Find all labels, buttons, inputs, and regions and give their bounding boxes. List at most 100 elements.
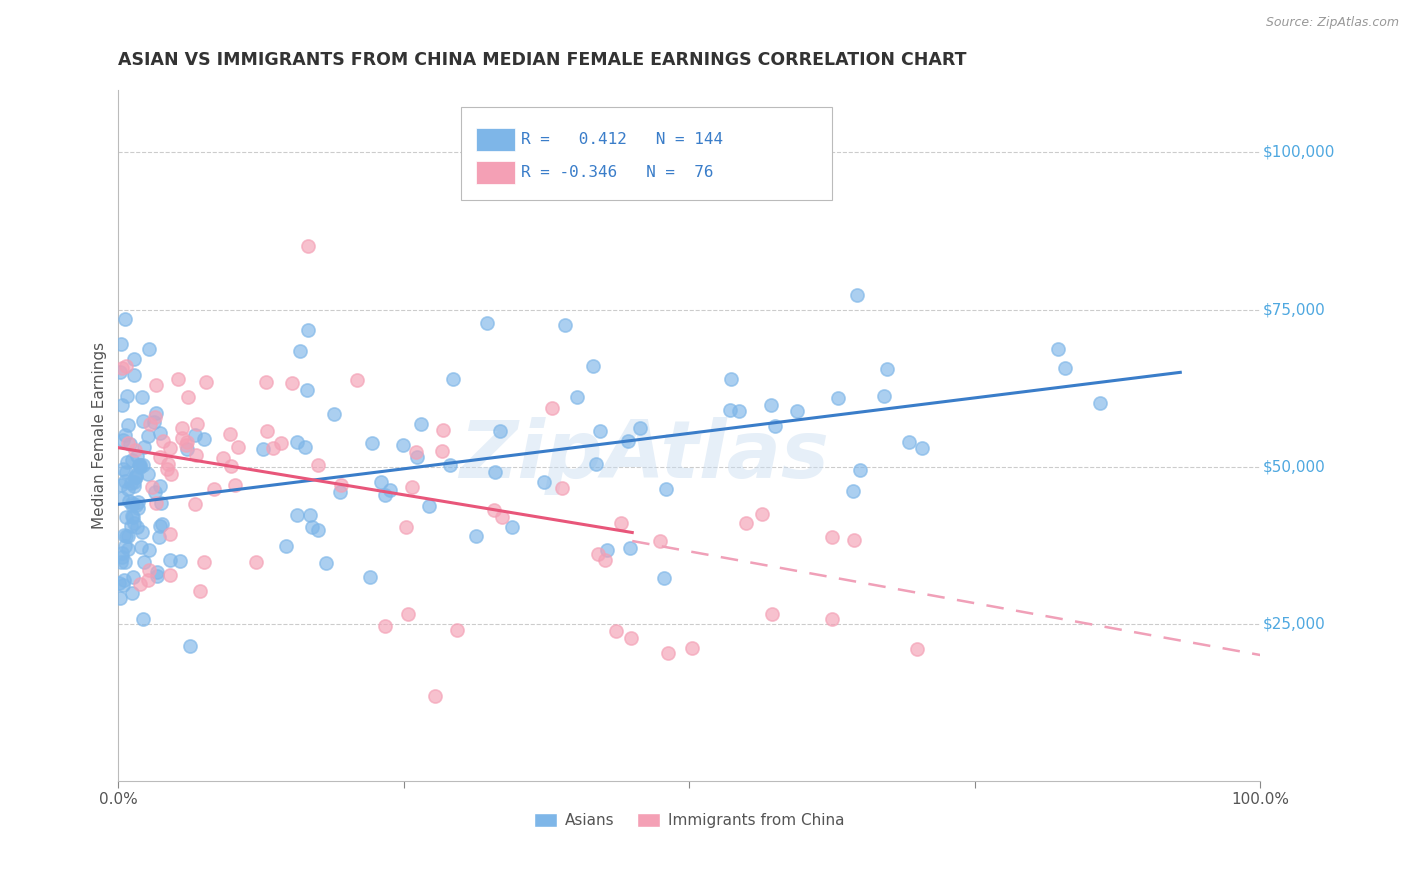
Point xyxy=(596,543,619,558)
Point xyxy=(655,483,678,497)
Point xyxy=(897,435,920,450)
Point xyxy=(124,478,146,492)
Point xyxy=(619,541,641,555)
Point xyxy=(361,435,384,450)
Point xyxy=(179,639,201,653)
Text: $25,000: $25,000 xyxy=(1263,616,1326,632)
Point xyxy=(322,407,344,421)
Point xyxy=(138,467,160,481)
Point xyxy=(657,647,679,661)
Point xyxy=(484,465,506,479)
Point xyxy=(117,541,139,556)
Point xyxy=(401,480,423,494)
Point xyxy=(111,434,134,448)
Point xyxy=(138,343,160,357)
Point xyxy=(821,612,844,626)
Point xyxy=(121,510,143,524)
Point xyxy=(501,520,523,534)
Point xyxy=(718,402,741,417)
Point xyxy=(763,419,786,434)
Text: R =   0.412   N = 144: R = 0.412 N = 144 xyxy=(522,132,724,147)
Point xyxy=(188,584,211,599)
Point xyxy=(115,389,138,403)
Point xyxy=(281,376,304,391)
Point xyxy=(176,442,198,456)
Point xyxy=(297,239,319,253)
Point xyxy=(219,458,242,473)
Point xyxy=(124,368,146,382)
FancyBboxPatch shape xyxy=(475,128,515,151)
Legend: Asians, Immigrants from China: Asians, Immigrants from China xyxy=(534,814,845,829)
Point xyxy=(176,434,198,449)
Point xyxy=(145,495,167,509)
Point xyxy=(114,474,136,488)
Point xyxy=(142,415,165,429)
Point xyxy=(298,508,321,522)
Text: $50,000: $50,000 xyxy=(1263,459,1326,474)
Point xyxy=(167,372,190,386)
Point xyxy=(565,390,588,404)
Point xyxy=(346,373,368,387)
Point xyxy=(329,484,352,499)
Point xyxy=(159,552,181,566)
Point xyxy=(159,442,181,456)
Point xyxy=(111,462,134,476)
Point xyxy=(224,477,246,491)
Point xyxy=(370,475,392,490)
FancyBboxPatch shape xyxy=(461,107,832,200)
Point xyxy=(285,508,308,522)
Point xyxy=(156,462,179,476)
Point xyxy=(148,530,170,544)
Point xyxy=(157,457,180,471)
Point xyxy=(295,383,318,397)
Point xyxy=(359,570,381,584)
Point xyxy=(287,435,309,450)
Point xyxy=(212,451,235,466)
Point xyxy=(114,509,136,524)
Point xyxy=(125,520,148,534)
Point xyxy=(873,388,896,402)
Point xyxy=(425,689,447,703)
Point xyxy=(193,432,215,446)
Point xyxy=(475,316,498,330)
Point xyxy=(582,359,605,374)
Point xyxy=(127,494,149,508)
Point xyxy=(114,359,136,374)
Point xyxy=(128,458,150,472)
Point xyxy=(110,555,132,569)
Point xyxy=(681,640,703,655)
Point xyxy=(374,618,396,632)
FancyBboxPatch shape xyxy=(475,161,515,185)
Point xyxy=(405,450,427,464)
Point xyxy=(786,403,808,417)
Point xyxy=(149,479,172,493)
Point xyxy=(136,428,159,442)
Point xyxy=(124,475,146,489)
Point xyxy=(169,554,191,568)
Point xyxy=(184,496,207,510)
Point xyxy=(117,417,139,432)
Point xyxy=(245,555,267,569)
Point xyxy=(395,520,418,534)
Point xyxy=(141,479,163,493)
Point xyxy=(184,427,207,442)
Point xyxy=(219,426,242,441)
Point xyxy=(617,434,640,448)
Point xyxy=(252,442,274,456)
Point xyxy=(628,420,651,434)
Point xyxy=(761,607,783,621)
Point xyxy=(117,528,139,542)
Point xyxy=(301,520,323,534)
Point xyxy=(129,576,152,591)
Point xyxy=(297,323,319,337)
Point xyxy=(110,491,132,505)
Text: ASIAN VS IMMIGRANTS FROM CHINA MEDIAN FEMALE EARNINGS CORRELATION CHART: ASIAN VS IMMIGRANTS FROM CHINA MEDIAN FE… xyxy=(118,51,967,69)
Point xyxy=(329,477,352,491)
Point xyxy=(114,427,136,442)
Point xyxy=(441,372,464,386)
Point xyxy=(132,612,155,626)
Point xyxy=(374,488,396,502)
Point xyxy=(193,555,215,569)
Point xyxy=(111,360,134,375)
Point xyxy=(111,577,134,591)
